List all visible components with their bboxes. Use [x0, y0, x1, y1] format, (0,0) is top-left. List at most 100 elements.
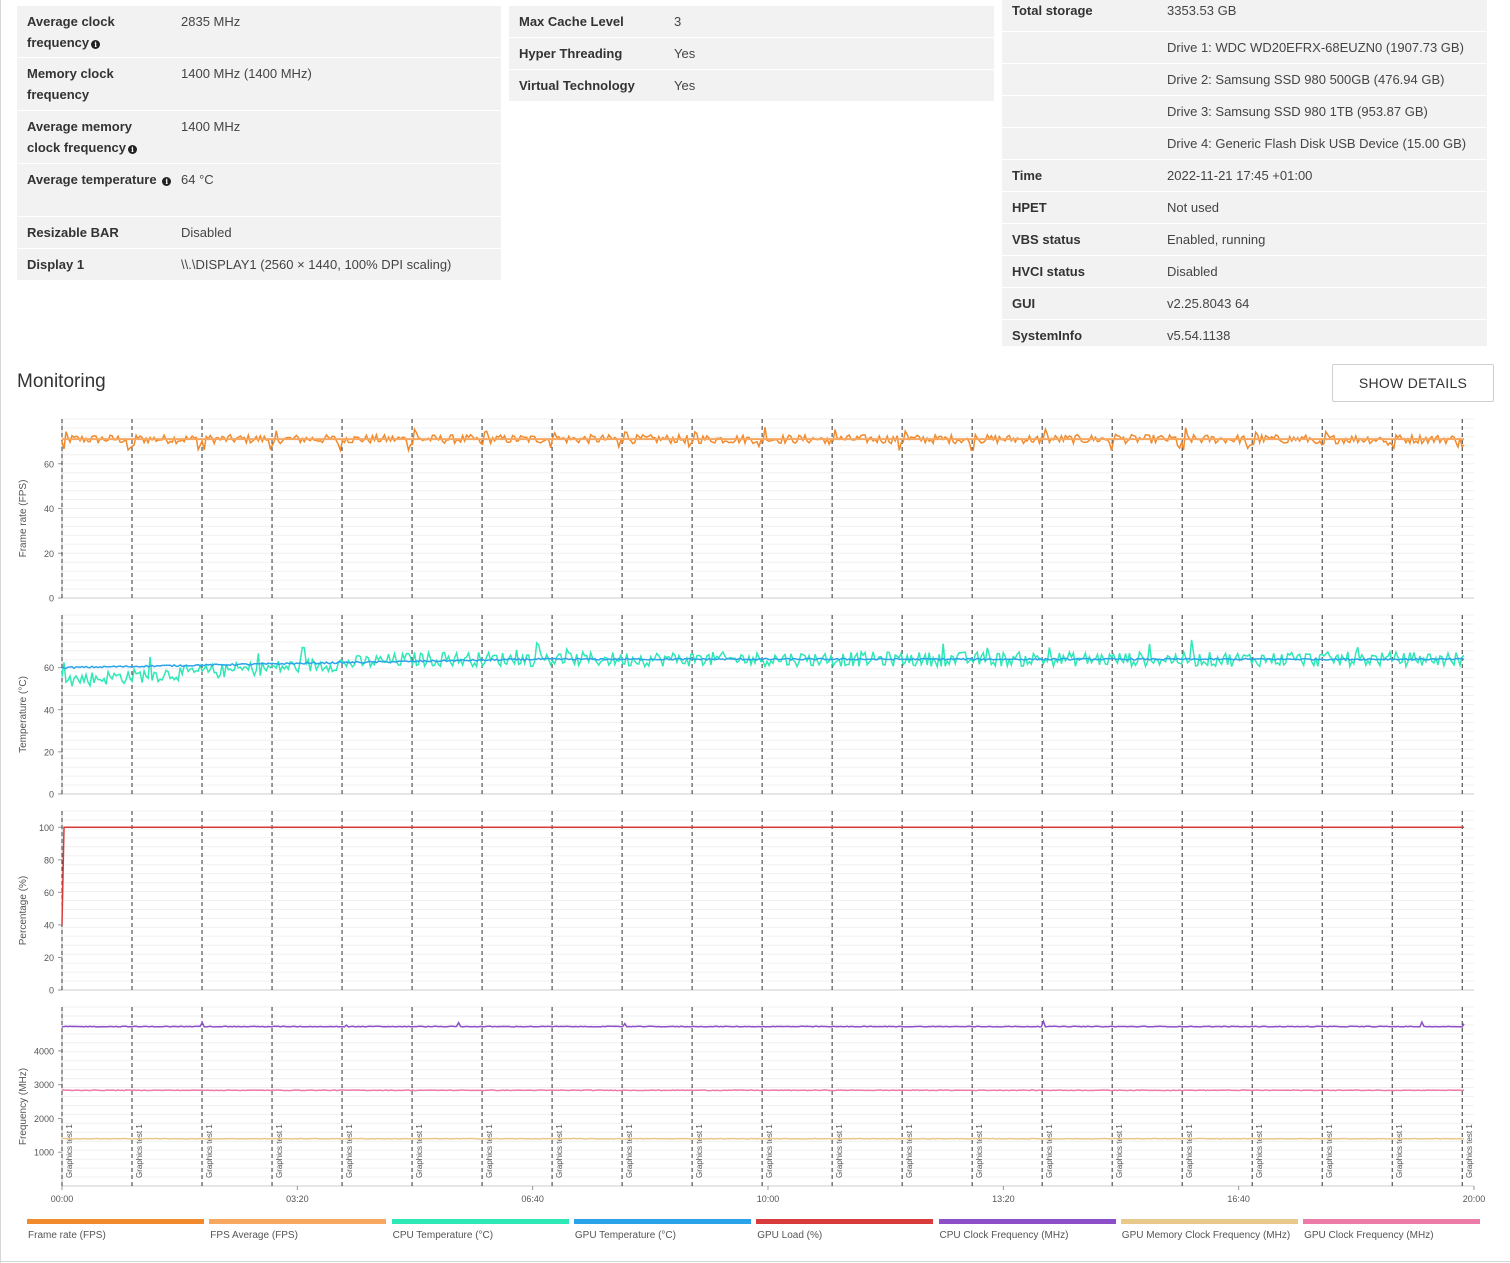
- legend-item[interactable]: GPU Load (%): [756, 1219, 934, 1249]
- y-tick-label: 60: [44, 459, 54, 469]
- cpu-details-table: Max Cache Level 3 Hyper Threading Yes Vi…: [509, 6, 994, 102]
- row-label: Hyper Threading: [519, 46, 623, 61]
- info-icon[interactable]: i: [162, 177, 172, 186]
- test-marker-label: Graphics test 1: [555, 1124, 564, 1178]
- show-details-button[interactable]: SHOW DETAILS: [1332, 364, 1494, 402]
- table-row: Virtual Technology Yes: [509, 70, 994, 102]
- gpu-details-table: Average clock frequency i 2835 MHz Memory…: [17, 6, 501, 281]
- row-label: Average memory clock frequency i: [27, 116, 167, 158]
- legend-label: CPU Clock Frequency (MHz): [939, 1230, 1069, 1241]
- series-line: [61, 1019, 1465, 1028]
- row-value: Disabled: [1167, 264, 1218, 279]
- table-row: Max Cache Level 3: [509, 6, 994, 38]
- test-marker-label: Graphics test 1: [1255, 1124, 1264, 1178]
- row-label: Average temperature i: [27, 169, 177, 190]
- row-value: Drive 4: Generic Flash Disk USB Device (…: [1167, 136, 1467, 151]
- row-value: Drive 1: WDC WD20EFRX-68EUZN0 (1907.73 G…: [1167, 40, 1464, 55]
- row-value: Drive 3: Samsung SSD 980 1TB (953.87 GB): [1167, 104, 1428, 119]
- legend-item[interactable]: Frame rate (FPS): [27, 1219, 204, 1249]
- legend-item[interactable]: FPS Average (FPS): [209, 1219, 387, 1249]
- row-label: Memory clock frequency: [27, 66, 114, 102]
- table-row: Hyper Threading Yes: [509, 38, 994, 70]
- table-row: Average memory clock frequency i 1400 MHz: [17, 111, 501, 164]
- row-label: Resizable BAR: [27, 225, 119, 240]
- test-marker-label: Graphics test 1: [905, 1124, 914, 1178]
- row-label: GUI: [1012, 296, 1036, 311]
- y-axis-label: Frame rate (FPS): [18, 480, 29, 558]
- row-value: v5.54.1138: [1167, 328, 1231, 343]
- y-tick-label: 0: [49, 986, 54, 996]
- x-tick-label: 10:00: [757, 1194, 780, 1204]
- test-marker-label: Graphics test 1: [1465, 1124, 1474, 1178]
- legend-color-swatch: [209, 1219, 387, 1224]
- test-marker-label: Graphics test 1: [205, 1124, 214, 1178]
- row-label: HPET: [1012, 200, 1047, 215]
- y-tick-label: 4000: [34, 1046, 54, 1056]
- test-marker-label: Graphics test 1: [835, 1124, 844, 1178]
- row-value: 3353.53 GB: [1167, 3, 1237, 18]
- test-marker-label: Graphics test 1: [415, 1124, 424, 1178]
- y-tick-label: 100: [39, 823, 54, 833]
- legend-color-swatch: [1120, 1219, 1298, 1224]
- row-label: Average clock frequency i: [27, 14, 115, 50]
- y-tick-label: 60: [44, 663, 54, 673]
- x-tick-label: 06:40: [521, 1194, 544, 1204]
- row-label: Max Cache Level: [519, 14, 624, 29]
- series-line: [61, 657, 1465, 670]
- y-tick-label: 3000: [34, 1080, 54, 1090]
- row-value: Yes: [674, 46, 696, 61]
- table-row: Time 2022-11-21 17:45 +01:00: [1002, 160, 1487, 192]
- x-tick-label: 00:00: [51, 1194, 74, 1204]
- y-tick-label: 0: [49, 790, 54, 800]
- row-label: Virtual Technology: [519, 78, 635, 93]
- table-row: VBS status Enabled, running: [1002, 224, 1487, 256]
- legend-label: GPU Clock Frequency (MHz): [1304, 1230, 1434, 1241]
- table-row: Memory clock frequency 1400 MHz (1400 MH…: [17, 58, 501, 111]
- y-axis-label: Percentage (%): [18, 876, 29, 945]
- test-marker-label: Graphics test 1: [765, 1124, 774, 1178]
- table-row: Display 1 \\.\DISPLAY1 (2560 × 1440, 100…: [17, 249, 501, 281]
- x-tick-label: 20:00: [1463, 1194, 1486, 1204]
- legend-item[interactable]: CPU Clock Frequency (MHz): [938, 1219, 1116, 1249]
- legend-item[interactable]: CPU Temperature (°C): [391, 1219, 569, 1249]
- legend-label: GPU Memory Clock Frequency (MHz): [1121, 1230, 1291, 1241]
- row-label: Time: [1012, 168, 1043, 183]
- test-marker-label: Graphics test 1: [485, 1124, 494, 1178]
- legend-label: FPS Average (FPS): [210, 1230, 298, 1241]
- legend-item[interactable]: GPU Temperature (°C): [573, 1219, 751, 1249]
- table-row: Average clock frequency i 2835 MHz: [17, 6, 501, 58]
- row-value: Disabled: [181, 225, 232, 240]
- legend-label: GPU Load (%): [757, 1230, 823, 1241]
- row-value: 2835 MHz: [181, 14, 241, 29]
- info-icon[interactable]: i: [91, 40, 101, 49]
- legend-color-swatch: [938, 1219, 1116, 1224]
- row-value: v2.25.8043 64: [1167, 296, 1250, 311]
- row-value: 3: [674, 14, 682, 29]
- test-marker-label: Graphics test 1: [1185, 1124, 1194, 1178]
- test-marker-label: Graphics test 1: [1325, 1124, 1334, 1178]
- y-tick-label: 20: [44, 747, 54, 757]
- table-row: Average temperature i 64 °C: [17, 164, 501, 217]
- y-tick-label: 40: [44, 920, 54, 930]
- table-row: HPET Not used: [1002, 192, 1487, 224]
- row-label: Total storage: [1012, 3, 1093, 18]
- legend-item[interactable]: GPU Memory Clock Frequency (MHz): [1120, 1219, 1298, 1249]
- chart-panel: 0 20 40 60 Frame rate (FPS): [18, 418, 1474, 604]
- table-row: Total storage 3353.53 GB: [1002, 0, 1487, 32]
- table-row: SystemInfo v5.54.1138: [1002, 320, 1487, 347]
- table-row: GUI v2.25.8043 64: [1002, 288, 1487, 320]
- x-tick-label: 16:40: [1227, 1194, 1250, 1204]
- info-icon[interactable]: i: [128, 145, 137, 154]
- x-tick-label: 13:20: [992, 1194, 1015, 1204]
- chart-panel: 0 20 40 60 Temperature (°C): [18, 614, 1474, 800]
- x-tick-label: 03:20: [286, 1194, 309, 1204]
- row-value: Yes: [674, 78, 696, 93]
- legend-color-swatch: [756, 1219, 934, 1224]
- series-line: [61, 826, 1464, 925]
- legend-item[interactable]: GPU Clock Frequency (MHz): [1303, 1219, 1481, 1249]
- row-value: 1400 MHz (1400 MHz): [181, 66, 312, 81]
- table-row: Drive 4: Generic Flash Disk USB Device (…: [1002, 128, 1487, 160]
- series-line: [62, 1137, 1465, 1140]
- legend-label: CPU Temperature (°C): [392, 1230, 494, 1241]
- y-tick-label: 20: [44, 549, 54, 559]
